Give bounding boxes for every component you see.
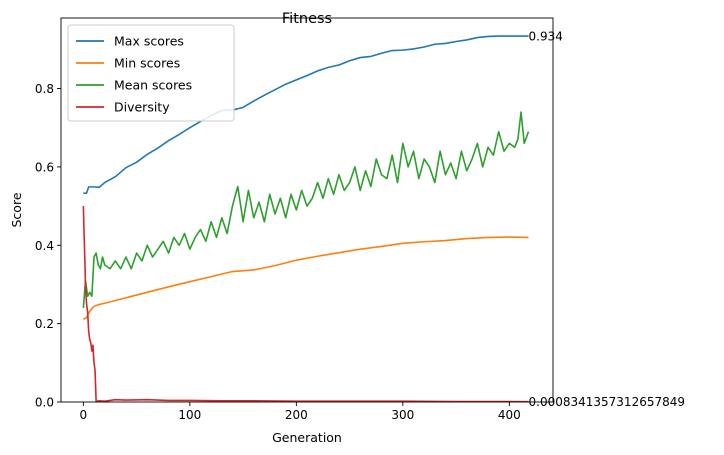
y-axis: 0.0 0.2 0.4 0.6 0.8: [35, 82, 61, 410]
x-tick-label: 0: [80, 408, 88, 422]
plot-frame: [60, 17, 554, 403]
annotations: 0.934 0.0008341357312657849: [529, 30, 686, 410]
y-tick-label: 0.4: [35, 239, 54, 253]
y-axis-label: Score: [9, 192, 24, 227]
series-line-2: [83, 236, 529, 321]
series-line-4: [82, 206, 529, 402]
series-line-1: [83, 35, 529, 194]
x-tick-label: 300: [391, 408, 414, 422]
series-line-3: [82, 111, 530, 309]
legend-label: Min scores: [114, 56, 180, 71]
y-tick-label: 0.0: [35, 396, 54, 410]
x-axis: 0 100 200 300 400: [80, 402, 521, 422]
x-tick-label: 100: [178, 408, 201, 422]
y-tick-label: 0.2: [35, 317, 54, 331]
x-tick-label: 200: [285, 408, 308, 422]
x-axis-label: Generation: [272, 430, 342, 445]
legend-box: [67, 24, 235, 122]
legend-label: Diversity: [114, 100, 170, 115]
legend-label: Mean scores: [114, 78, 192, 93]
legend: Max scores Min scores Mean scores Diversity: [67, 24, 235, 122]
legend-label: Max scores: [114, 34, 184, 49]
series-layer: [82, 35, 530, 402]
y-tick-label: 0.8: [35, 82, 54, 96]
chart-title: Fitness: [282, 11, 332, 27]
value-annotation: 0.934: [529, 30, 563, 44]
y-tick-label: 0.6: [35, 160, 54, 174]
x-tick-label: 400: [498, 408, 521, 422]
value-annotation: 0.0008341357312657849: [529, 395, 686, 409]
